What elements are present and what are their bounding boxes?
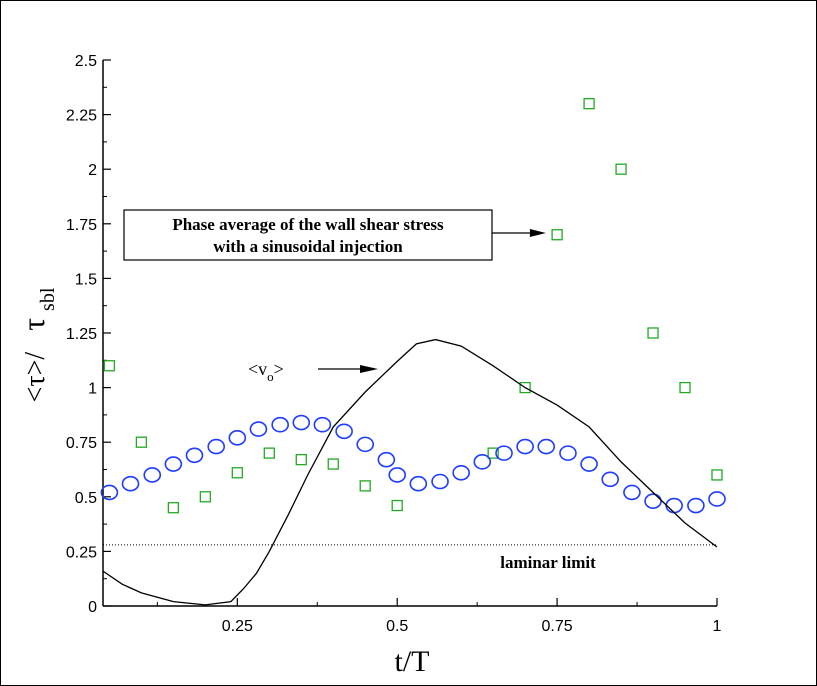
y-axis-title-subscript: sbl bbox=[37, 287, 59, 311]
circle-point bbox=[580, 456, 598, 472]
x-tick-label: 0.25 bbox=[222, 618, 253, 635]
y-tick-label: 2.5 bbox=[75, 53, 97, 70]
square-point bbox=[487, 447, 499, 459]
x-axis-title: t/T bbox=[395, 645, 430, 678]
circle-point bbox=[164, 456, 183, 472]
y-axis-title: <τ>/ τ sbl bbox=[15, 287, 59, 402]
y-tick-label: 0.75 bbox=[66, 435, 97, 452]
circle-point bbox=[228, 430, 247, 446]
square-point bbox=[327, 458, 339, 470]
y-tick-label: 1 bbox=[88, 381, 97, 398]
circle-point bbox=[377, 451, 396, 468]
circle-point bbox=[473, 454, 492, 470]
v0-label-close: > bbox=[274, 359, 284, 379]
circle-point bbox=[356, 436, 375, 453]
v0-label-text: <v bbox=[248, 359, 267, 379]
circle-point bbox=[121, 475, 140, 492]
laminar-limit-label: laminar limit bbox=[500, 553, 596, 572]
circle-point bbox=[388, 467, 407, 483]
y-axis-title-main: <τ>/ bbox=[20, 352, 51, 403]
circle-point bbox=[431, 473, 449, 490]
circle-point bbox=[143, 467, 162, 483]
y-axis-title-symbol: τ bbox=[15, 318, 51, 331]
annotation-box bbox=[123, 209, 493, 261]
axes bbox=[102, 60, 717, 607]
square-point bbox=[295, 454, 307, 466]
square-point bbox=[647, 327, 659, 339]
circle-point bbox=[185, 447, 204, 464]
circle-point bbox=[271, 416, 289, 433]
square-point bbox=[231, 467, 243, 479]
circle-point bbox=[409, 475, 428, 492]
y-tick-label: 0.5 bbox=[75, 490, 97, 507]
v0-label-subscript: o bbox=[267, 369, 274, 384]
annotation-arrow-head bbox=[529, 229, 546, 237]
circle-point bbox=[623, 484, 641, 501]
circle-point bbox=[249, 421, 268, 437]
circle-point bbox=[708, 491, 726, 507]
svg-text:<vo>: <vo> bbox=[248, 359, 284, 384]
svg-text:<τ>/ τ sbl: <τ>/ τ sbl bbox=[15, 287, 59, 402]
x-tick-label: 0.75 bbox=[542, 618, 573, 635]
y-tick-label: 2 bbox=[88, 162, 97, 179]
square-point bbox=[167, 502, 180, 514]
circle-point bbox=[207, 438, 226, 455]
y-tick-label: 0.25 bbox=[66, 544, 97, 561]
square-point bbox=[679, 381, 691, 394]
square-point bbox=[551, 229, 563, 241]
y-tick-label: 1.25 bbox=[66, 326, 97, 343]
square-point bbox=[519, 381, 531, 394]
circle-point bbox=[335, 423, 353, 440]
square-point bbox=[391, 499, 403, 512]
annotation: Phase average of the wall shear stress w… bbox=[123, 209, 546, 261]
circle-point bbox=[665, 497, 683, 514]
square-point bbox=[263, 447, 275, 459]
circle-point bbox=[516, 438, 534, 455]
v0-series-line bbox=[102, 338, 718, 606]
x-tick-label: 1 bbox=[713, 618, 722, 635]
annotation-line-2: with a sinusoidal injection bbox=[213, 237, 403, 256]
circle-point bbox=[100, 484, 119, 501]
v0-arrow-head bbox=[360, 365, 379, 373]
circle-point bbox=[313, 416, 332, 433]
ticks: 0 0.25 0.5 0.75 1 1.25 1.5 1.75 2 2.25 2.5 0.25 0.5 0… bbox=[66, 53, 722, 635]
square-point bbox=[135, 436, 148, 448]
circle-point bbox=[687, 497, 705, 514]
x-tick-label: 0.5 bbox=[386, 618, 408, 635]
series-layer bbox=[100, 98, 726, 606]
square-point bbox=[359, 480, 371, 492]
circle-point bbox=[292, 414, 311, 431]
square-point bbox=[199, 491, 211, 503]
circle-point bbox=[537, 438, 556, 455]
square-point bbox=[583, 98, 595, 110]
circle-point bbox=[559, 445, 577, 461]
v0-label: <vo> bbox=[248, 359, 379, 384]
circle-point bbox=[495, 445, 513, 461]
circle-point bbox=[452, 464, 470, 481]
circle-point bbox=[644, 493, 662, 509]
circle-point bbox=[601, 471, 619, 488]
square-point bbox=[615, 163, 627, 175]
y-tick-label: 2.25 bbox=[66, 108, 97, 125]
square-point bbox=[103, 360, 116, 372]
y-tick-label: 0 bbox=[88, 599, 97, 616]
y-tick-label: 1.75 bbox=[66, 217, 97, 234]
y-tick-label: 1.5 bbox=[75, 271, 97, 288]
square-point bbox=[711, 469, 723, 481]
annotation-line-1: Phase average of the wall shear stress bbox=[172, 215, 444, 234]
